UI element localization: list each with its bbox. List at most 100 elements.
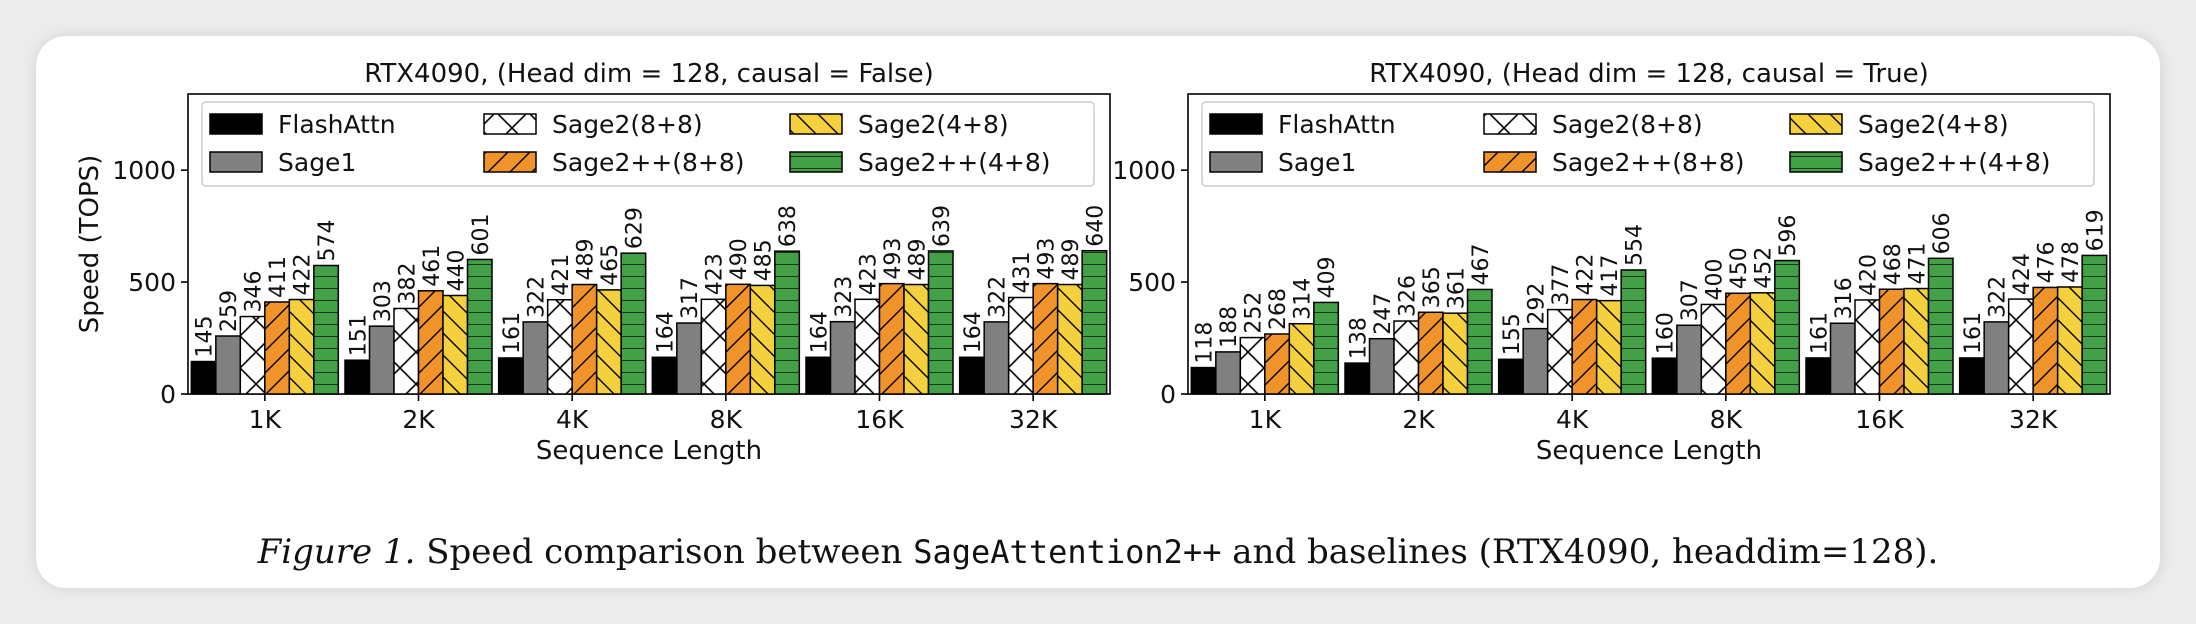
bar-sage2-4-8-1k-hatch xyxy=(1313,302,1339,394)
legend-swatch-sage2-4-8 xyxy=(1789,113,1843,135)
data-label-flashattn-16k: 164 xyxy=(807,311,832,353)
bar-sage2-4-8-32k xyxy=(2056,286,2083,395)
data-label-sage2-4-8-32k: 619 xyxy=(2083,209,2108,251)
bar-sage2-4-8-2k-hatch xyxy=(1467,289,1492,394)
bar-sage2-4-8-32k-border xyxy=(1081,249,1108,395)
bar-flashattn-16k xyxy=(805,356,832,395)
data-label-sage2-4-8-16k: 489 xyxy=(905,239,930,281)
data-label-sage2-8-8-16k: 493 xyxy=(881,238,906,280)
data-label-sage2-4-8-16k: 639 xyxy=(930,205,955,247)
chart-title: RTX4090, (Head dim = 128, causal = False… xyxy=(364,59,934,89)
bar-flashattn-32k xyxy=(1958,357,1985,395)
legend-label-flashattn: FlashAttn xyxy=(278,110,396,139)
legend-box xyxy=(1201,101,2095,187)
bar-sage2-8-8-4k xyxy=(546,298,573,395)
bar-sage2-4-8-1k xyxy=(288,298,315,395)
data-label-sage2-4-8-4k: 465 xyxy=(598,244,623,286)
bar-sage2-4-8-8k-border xyxy=(1774,259,1801,395)
bar-sage2-8-8-8k xyxy=(725,283,752,395)
data-label-sage2-4-8-8k: 485 xyxy=(752,239,777,281)
bar-sage2-4-8-32k-hatch xyxy=(2057,286,2083,394)
x-tick-label-32k: 32K xyxy=(2009,405,2058,434)
legend-swatch-sage2-4-8 xyxy=(1789,151,1843,173)
data-label-sage2-4-8-8k: 596 xyxy=(1776,215,1801,257)
bar-sage2-4-8-1k xyxy=(1313,301,1340,395)
bar-sage1-1k-fill xyxy=(215,336,241,394)
bar-sage2-8-8-16k-hatch xyxy=(855,299,880,394)
bar-sage1-4k-fill xyxy=(523,321,548,394)
bar-sage2-4-8-32k-hatch xyxy=(1057,284,1083,394)
bar-sage1-32k-fill xyxy=(984,321,1009,394)
legend-swatch-flashattn xyxy=(1209,113,1263,135)
bar-sage2-4-8-4k xyxy=(1620,269,1647,395)
data-label-sage2-8-8-2k: 326 xyxy=(1395,275,1420,317)
caption-text-before: Speed comparison between xyxy=(426,532,903,572)
plot-frame xyxy=(187,93,1111,395)
x-axis-label: Sequence Length xyxy=(1536,436,1762,466)
bar-sage2-8-8-2k xyxy=(1417,311,1444,395)
bar-sage2-8-8-2k-hatch xyxy=(394,308,419,394)
data-label-sage1-4k: 292 xyxy=(1524,283,1549,325)
bar-sage2-8-8-2k-hatch xyxy=(418,290,443,394)
bar-sage1-8k xyxy=(1676,324,1703,395)
legend: FlashAttn Sage1 Sage2(8+8) Sage2++(8+8) Sage… xyxy=(201,101,1095,187)
figure-caption: Figure 1. Speed comparison between SageA… xyxy=(0,532,2196,572)
bar-flashattn-16k xyxy=(1805,357,1832,395)
legend-swatch-sage2-4-8-hatch xyxy=(790,152,842,172)
legend-swatch-sage2-4-8-hatch xyxy=(1790,152,1842,172)
bar-sage2-8-8-2k-hatch xyxy=(1394,321,1419,394)
bar-sage2-4-8-8k xyxy=(774,250,801,395)
bar-sage2-8-8-1k-hatch xyxy=(240,316,265,394)
bar-sage2-4-8-32k xyxy=(1056,283,1083,395)
bar-sage2-8-8-32k-hatch xyxy=(1033,283,1058,394)
bar-sage2-4-8-4k-hatch xyxy=(596,289,622,394)
legend-label-sage2-4-8: Sage2++(4+8) xyxy=(858,148,1051,177)
data-label-sage1-8k: 307 xyxy=(1678,279,1703,321)
data-label-sage2-4-8-4k: 629 xyxy=(622,207,647,249)
bar-sage2-8-8-32k-hatch xyxy=(2008,299,2034,394)
data-label-sage2-4-8-8k: 638 xyxy=(776,205,801,247)
bar-sage2-8-8-8k-hatch xyxy=(1701,304,1726,394)
bar-sage2-4-8-4k-border xyxy=(1620,269,1647,395)
data-label-sage2-4-8-2k: 467 xyxy=(1469,243,1494,285)
data-label-sage2-4-8-16k: 471 xyxy=(1905,243,1930,285)
bar-sage2-8-8-1k-hatch xyxy=(1240,337,1265,394)
bar-sage2-4-8-32k-hatch xyxy=(1082,250,1107,394)
bar-sage1-32k xyxy=(1983,321,2010,395)
legend-swatch-sage2-4-8 xyxy=(789,151,843,173)
chart-panel-2: RTX4090, (Head dim = 128, causal = True)… xyxy=(1112,59,2111,466)
bar-sage2-4-8-2k-hatch xyxy=(1443,313,1468,394)
y-axis-label: Speed (TOPS) xyxy=(75,155,105,334)
bar-sage2-8-8-8k-hatch xyxy=(701,299,726,394)
legend-swatch-sage1 xyxy=(1209,151,1263,173)
bar-sage2-4-8-4k xyxy=(1595,299,1622,395)
legend-label-sage2-8-8: Sage2(8+8) xyxy=(1552,110,1703,139)
legend-label-flashattn: FlashAttn xyxy=(1278,110,1396,139)
bar-flashattn-1k-fill xyxy=(1191,367,1216,394)
bar-sage1-8k-fill xyxy=(676,323,702,394)
data-label-flashattn-2k: 138 xyxy=(1346,317,1371,359)
bar-sage1-16k xyxy=(1829,322,1856,395)
data-label-sage2-4-8-32k: 478 xyxy=(2059,241,2084,283)
bar-sage2-4-8-4k-hatch xyxy=(621,253,646,394)
data-label-sage2-4-8-16k: 606 xyxy=(1930,212,1955,254)
legend-swatch-sage1-fill xyxy=(1210,152,1262,172)
data-label-sage1-4k: 322 xyxy=(524,276,549,318)
bar-sage1-4k xyxy=(1522,327,1549,395)
bar-sage2-4-8-2k xyxy=(442,294,469,395)
data-label-flashattn-2k: 151 xyxy=(346,314,371,356)
bar-sage1-1k xyxy=(1215,351,1242,395)
x-tick-label-1k: 1K xyxy=(1249,405,1282,434)
legend-swatch-sage2-4-8-border xyxy=(789,113,843,135)
bar-sage2-8-8-1k xyxy=(239,315,266,395)
bar-sage2-4-8-16k-hatch xyxy=(928,250,953,394)
x-tick-label-8k: 8K xyxy=(710,405,743,434)
bar-flashattn-1k xyxy=(190,360,217,395)
data-label-sage2-8-8-4k: 489 xyxy=(573,239,598,281)
data-label-flashattn-32k: 161 xyxy=(1961,312,1986,354)
bar-sage2-4-8-16k-border xyxy=(927,250,954,395)
bar-sage1-16k xyxy=(829,320,856,395)
data-label-sage1-8k: 317 xyxy=(678,277,703,319)
bar-sage1-4k-fill xyxy=(1523,328,1548,394)
